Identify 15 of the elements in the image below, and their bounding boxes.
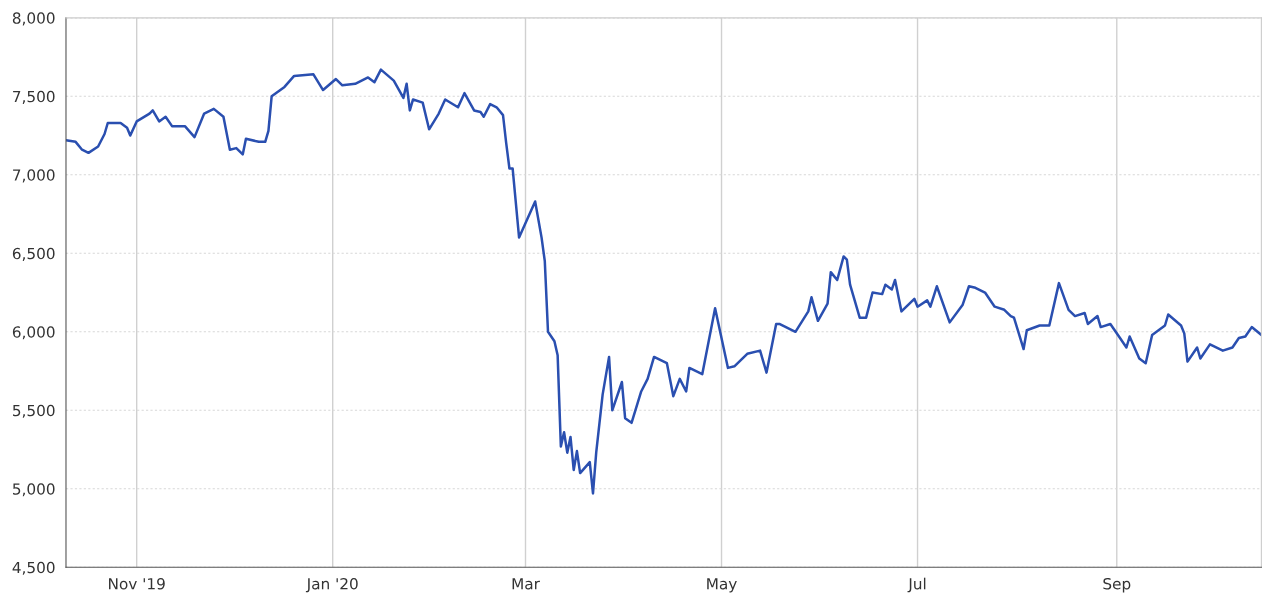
x-tick-label: May: [707, 578, 737, 593]
y-tick-label: 5,500: [13, 404, 55, 418]
x-tick-label: Jul: [907, 577, 926, 593]
y-tick-label: 8,000: [12, 12, 55, 26]
x-tick-label: Nov '19: [109, 577, 165, 590]
y-tick-label: 5,000: [13, 483, 55, 497]
x-tick-label: Mar: [512, 578, 540, 590]
y-tick-label: 6,000: [12, 326, 55, 340]
y-tick-label: 7,500: [13, 90, 55, 104]
x-tick-label: Sep: [1103, 577, 1131, 593]
line-series: [65, 68, 1262, 495]
x-tick-label: Jan '20: [305, 577, 358, 593]
y-tick-label: 6,500: [12, 247, 55, 261]
y-tick-label: 7,000: [13, 169, 55, 183]
y-tick-label: 4,500: [12, 561, 55, 575]
